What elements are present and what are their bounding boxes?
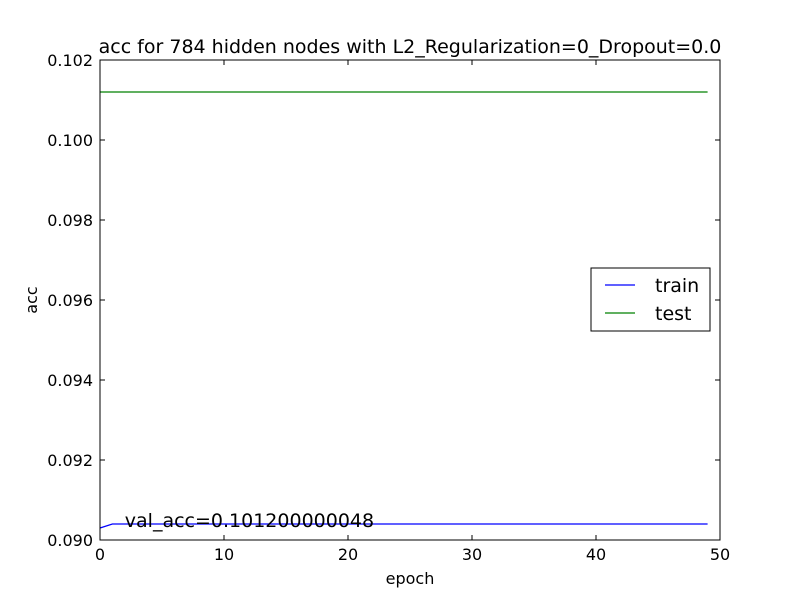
y-tick-label: 0.102: [47, 51, 93, 70]
plot-frame: [99, 59, 721, 541]
legend-box: [590, 267, 711, 332]
y-tick-label: 0.092: [47, 451, 93, 470]
y-tick-label: 0.096: [47, 291, 93, 310]
x-tick-label: 30: [462, 545, 482, 564]
y-axis-label: acc: [22, 286, 41, 313]
plot-area: val_acc=0.101200000048 0 10 20 30 40 50 0.090 0.…: [47, 51, 730, 564]
y-tick-label: 0.094: [47, 371, 93, 390]
x-tick-label: 10: [214, 545, 234, 564]
series-line-train: [99, 523, 708, 529]
y-tick-label: 0.100: [47, 131, 93, 150]
x-tick-label: 0: [95, 545, 105, 564]
x-axis-label: epoch: [386, 569, 435, 588]
x-tick-label: 20: [338, 545, 358, 564]
y-tick-label: 0.098: [47, 211, 93, 230]
legend-label-train: train: [655, 275, 699, 297]
annotation-text: val_acc=0.101200000048: [125, 510, 374, 532]
x-tick-label: 40: [586, 545, 606, 564]
chart-title: acc for 784 hidden nodes with L2_Regular…: [99, 36, 722, 58]
y-tick-label: 0.090: [47, 531, 93, 550]
x-tick-label: 50: [710, 545, 730, 564]
legend: train test: [590, 267, 711, 332]
legend-label-test: test: [655, 303, 692, 325]
